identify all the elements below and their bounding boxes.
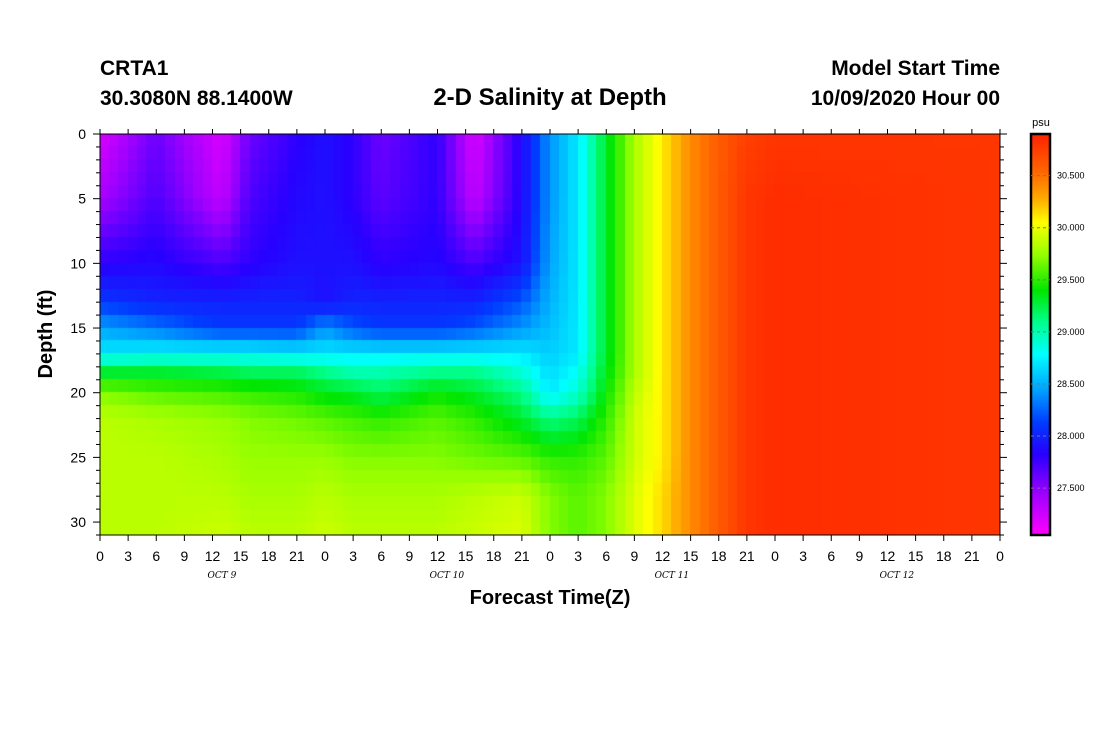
x-tick-label: 0 xyxy=(546,548,554,564)
station-id: CRTA1 xyxy=(100,57,169,80)
chart-title: 2-D Salinity at Depth xyxy=(433,84,667,111)
day-label: OCT 11 xyxy=(655,571,690,581)
x-tick-label: 9 xyxy=(405,548,413,564)
x-tick-label: 0 xyxy=(771,548,779,564)
day-label: OCT 10 xyxy=(430,571,465,581)
x-tick-label: 9 xyxy=(855,548,863,564)
colorbar-gradient xyxy=(1031,134,1050,535)
salinity-heatmap xyxy=(100,134,1000,535)
x-tick-label: 3 xyxy=(124,548,132,564)
station-coordinates: 30.3080N 88.1400W xyxy=(100,87,293,110)
x-tick-label: 21 xyxy=(289,548,305,564)
model-start-label: Model Start Time xyxy=(831,57,1000,80)
x-tick-label: 15 xyxy=(908,548,924,564)
x-tick-label: 0 xyxy=(996,548,1004,564)
x-tick-label: 3 xyxy=(349,548,357,564)
colorbar-tick-label: 29.000 xyxy=(1057,327,1085,337)
day-label: OCT 9 xyxy=(207,571,236,581)
x-tick-label: 21 xyxy=(964,548,980,564)
x-tick-label: 21 xyxy=(514,548,530,564)
y-tick-label: 25 xyxy=(70,449,86,465)
x-tick-label: 12 xyxy=(430,548,446,564)
x-tick-label: 0 xyxy=(96,548,104,564)
colorbar-ticks: 27.500 28.000 28.500 29.000 29.500 30.000 30.5… xyxy=(1031,171,1085,493)
y-tick-label: 20 xyxy=(70,385,86,401)
colorbar-tick-label: 29.500 xyxy=(1057,275,1085,285)
x-tick-label: 18 xyxy=(261,548,277,564)
x-tick-label: 3 xyxy=(799,548,807,564)
x-tick-label: 6 xyxy=(377,548,385,564)
colorbar-container xyxy=(1031,134,1050,535)
y-tick-label: 30 xyxy=(70,514,86,530)
x-tick-label: 21 xyxy=(739,548,755,564)
day-label: OCT 12 xyxy=(880,571,915,581)
x-axis-title: Forecast Time(Z) xyxy=(470,587,631,609)
x-tick-label: 12 xyxy=(205,548,221,564)
y-tick-label: 0 xyxy=(78,126,86,142)
x-tick-label: 9 xyxy=(180,548,188,564)
x-tick-label: 15 xyxy=(458,548,474,564)
colorbar-frame xyxy=(1029,132,1052,537)
x-tick-label: 6 xyxy=(152,548,160,564)
x-axis: 0 3 6 9 12 15 18 21 0 3 6 9 12 15 18 21 0 3 6 9 12 15 18 21 0 3 6 9… xyxy=(96,129,1004,581)
y-tick-label: 10 xyxy=(70,255,86,271)
x-tick-label: 0 xyxy=(321,548,329,564)
x-tick-label: 6 xyxy=(827,548,835,564)
heatmap-container xyxy=(100,134,1000,535)
x-tick-label: 15 xyxy=(233,548,249,564)
x-tick-label: 9 xyxy=(630,548,638,564)
x-tick-label: 6 xyxy=(602,548,610,564)
colorbar-tick-label: 30.000 xyxy=(1057,223,1085,233)
x-tick-label: 15 xyxy=(683,548,699,564)
model-start-value: 10/09/2020 Hour 00 xyxy=(810,87,1000,110)
x-tick-label: 18 xyxy=(936,548,952,564)
x-tick-label: 12 xyxy=(880,548,896,564)
plot-area xyxy=(99,133,1001,536)
y-axis-title: Depth (ft) xyxy=(35,290,57,379)
colorbar-tick-label: 30.500 xyxy=(1057,171,1085,181)
colorbar-tick-label: 28.000 xyxy=(1057,431,1085,441)
x-tick-label: 12 xyxy=(655,548,671,564)
colorbar-unit: psu xyxy=(1032,117,1050,129)
x-tick-label: 18 xyxy=(486,548,502,564)
colorbar: psu 27.500 28.000 28.500 29.000 29.500 30.000… xyxy=(1029,117,1085,537)
y-tick-label: 15 xyxy=(70,320,86,336)
colorbar-tick-label: 28.500 xyxy=(1057,379,1085,389)
x-tick-label: 18 xyxy=(711,548,727,564)
y-tick-label: 5 xyxy=(78,191,86,207)
y-axis: 0 5 10 15 20 25 30 xyxy=(70,126,1007,536)
x-tick-label: 3 xyxy=(574,548,582,564)
colorbar-tick-label: 27.500 xyxy=(1057,483,1085,493)
